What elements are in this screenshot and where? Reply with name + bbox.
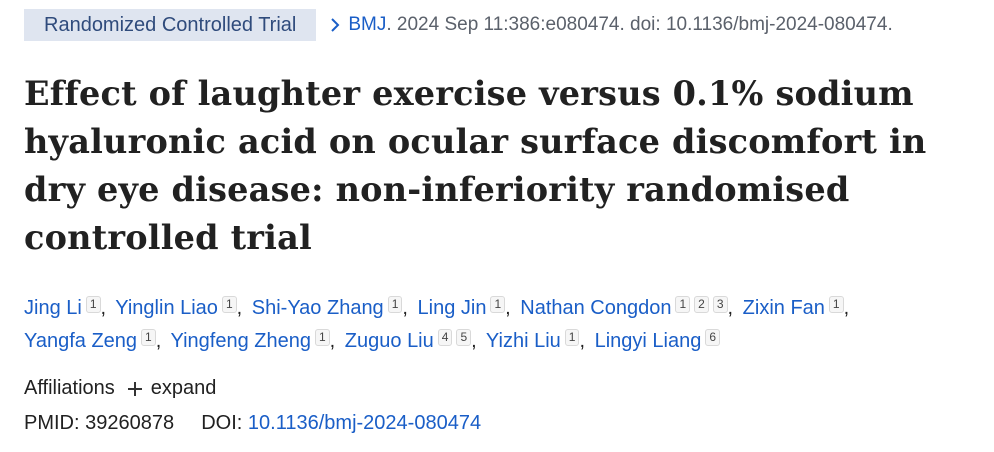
affiliations-expand-button[interactable]: expand (150, 377, 217, 399)
author-item: Jing Li 1, (24, 296, 110, 319)
article-type-badge: Randomized Controlled Trial (24, 9, 317, 41)
affiliation-ref[interactable]: 1 (675, 296, 691, 313)
affiliation-ref[interactable]: 6 (705, 329, 721, 346)
citation-details: . 2024 Sep 11:386:e080474. doi: 10.1136/… (386, 14, 893, 35)
author-item: Ling Jin 1, (417, 296, 515, 319)
affiliation-ref[interactable]: 1 (85, 296, 101, 313)
author-separator: , (155, 330, 162, 352)
affiliation-ref[interactable]: 1 (221, 296, 237, 313)
author-link[interactable]: Nathan Congdon (520, 297, 672, 319)
plus-icon[interactable] (127, 381, 143, 397)
author-link[interactable]: Yingfeng Zheng (170, 330, 311, 352)
citation: BMJ . 2024 Sep 11:386:e080474. doi: 10.1… (330, 14, 893, 36)
author-separator: , (402, 297, 408, 319)
affiliations-row: Affiliations expand (24, 377, 216, 400)
author-separator: , (236, 297, 243, 319)
affiliation-ref[interactable]: 1 (828, 296, 844, 313)
doi-link[interactable]: 10.1136/bmj-2024-080474 (247, 412, 482, 434)
author-separator: , (100, 297, 107, 319)
affiliation-ref[interactable]: 1 (387, 296, 403, 313)
author-item: Nathan Congdon 1 2 3, (520, 296, 737, 319)
author-item: Lingyi Liang 6 (594, 329, 721, 352)
affiliation-ref[interactable]: 1 (564, 329, 580, 346)
chevron-right-icon[interactable] (330, 17, 340, 33)
affiliation-ref[interactable]: 5 (456, 329, 472, 346)
author-link[interactable]: Zuguo Liu (344, 330, 434, 352)
affiliations-label: Affiliations (24, 377, 115, 399)
author-item: Yangfa Zeng 1, (24, 329, 165, 352)
affiliation-ref[interactable]: 2 (694, 296, 709, 313)
citation-bar: Randomized Controlled Trial BMJ . 2024 S… (24, 9, 893, 41)
affiliation-ref[interactable]: 1 (314, 329, 330, 346)
pmid-label: PMID: (24, 412, 80, 434)
affiliation-ref[interactable]: 1 (141, 329, 156, 346)
author-list: Jing Li 1, Yinglin Liao 1, Shi-Yao Zhang 1,… (24, 292, 974, 358)
author-separator: , (505, 297, 511, 319)
affiliation-ref[interactable]: 4 (437, 329, 453, 346)
author-separator: , (579, 330, 586, 352)
author-link[interactable]: Jing Li (24, 297, 82, 319)
author-link[interactable]: Yangfa Zeng (24, 330, 138, 352)
author-link[interactable]: Lingyi Liang (594, 330, 702, 352)
author-link[interactable]: Zixin Fan (742, 297, 825, 319)
doi-label: DOI: (201, 412, 243, 434)
author-item: Yingfeng Zheng 1, (170, 329, 340, 352)
article-title: Effect of laughter exercise versus 0.1% … (24, 74, 927, 257)
author-separator: , (727, 297, 734, 319)
affiliation-ref[interactable]: 3 (712, 296, 728, 313)
author-separator: , (843, 297, 850, 319)
author-link[interactable]: Shi-Yao Zhang (251, 297, 384, 319)
author-separator: , (471, 330, 477, 352)
author-item: Zuguo Liu 4 5, (344, 329, 481, 352)
author-item: Shi-Yao Zhang 1, (251, 296, 412, 319)
journal-link[interactable]: BMJ (348, 14, 387, 35)
author-link[interactable]: Ling Jin (417, 297, 487, 319)
affiliation-ref[interactable]: 1 (490, 296, 506, 313)
pmid-value: 39260878 (85, 412, 175, 434)
author-separator: , (329, 330, 336, 352)
identifiers: PMID: 39260878 DOI: 10.1136/bmj-2024-080… (24, 412, 481, 435)
author-item: Yinglin Liao 1, (115, 296, 246, 319)
author-item: Yizhi Liu 1, (485, 329, 589, 352)
author-item: Zixin Fan 1, (742, 296, 854, 319)
author-link[interactable]: Yinglin Liao (115, 297, 218, 319)
author-link[interactable]: Yizhi Liu (485, 330, 561, 352)
